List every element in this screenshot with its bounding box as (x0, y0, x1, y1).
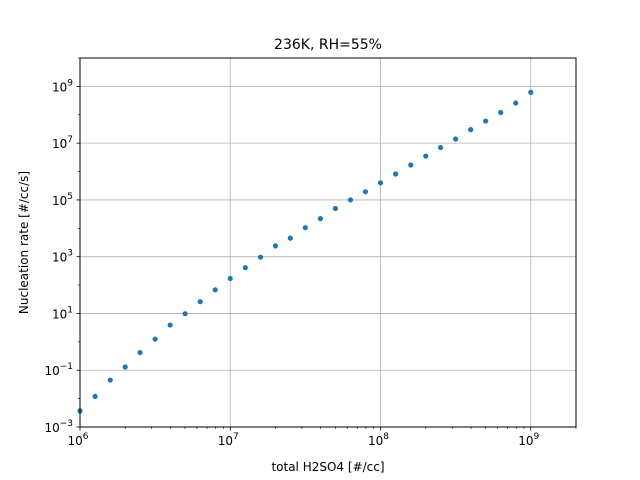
x-tick-label-exponent: 6 (83, 432, 89, 442)
y-tick-label: 107 (52, 135, 73, 151)
y-tick-label-exponent: 3 (67, 249, 73, 259)
y-tick-label-exponent: 1 (67, 305, 73, 315)
data-point (167, 322, 173, 328)
y-tick-label-exponent: −3 (60, 419, 73, 429)
data-point (272, 243, 279, 249)
data-point (528, 89, 534, 95)
data-point (182, 311, 188, 317)
y-tick-label-base: 10 (52, 251, 67, 265)
y-tick-label-base: 10 (44, 364, 59, 378)
data-point (377, 180, 384, 186)
data-point (468, 127, 474, 133)
y-tick-label-base: 10 (52, 80, 67, 94)
data-series (77, 89, 534, 414)
data-point (408, 162, 414, 168)
y-tick-label-exponent: 7 (67, 135, 73, 145)
y-tick-label: 103 (52, 249, 73, 265)
plot-area (80, 58, 576, 427)
data-point (483, 118, 489, 124)
data-point (287, 235, 293, 241)
data-point (392, 171, 399, 177)
data-point (257, 254, 264, 260)
data-point (332, 205, 339, 212)
y-tick-label-base: 10 (52, 194, 67, 208)
data-point (107, 377, 113, 383)
y-tick-label-exponent: 5 (67, 192, 73, 202)
x-tick-label: 107 (218, 432, 239, 448)
y-tick-label-base: 10 (44, 421, 59, 435)
data-point (212, 287, 218, 293)
y-tick-label: 10−3 (44, 419, 73, 435)
y-tick-label-exponent: 9 (67, 78, 73, 88)
x-tick-label-base: 10 (368, 434, 383, 448)
y-axis-label: Nucleation rate [#/cc/s] (17, 171, 31, 314)
y-tick-label: 109 (52, 78, 73, 94)
y-tick-label-base: 10 (52, 137, 67, 151)
x-tick-label-base: 10 (218, 434, 233, 448)
y-tick-label: 101 (52, 305, 73, 321)
y-tick-label-exponent: −1 (60, 362, 73, 372)
data-point (437, 144, 444, 151)
x-tick-label-exponent: 7 (233, 432, 239, 442)
data-point (498, 109, 504, 116)
x-tick-label: 108 (368, 432, 389, 448)
x-tick-label-exponent: 8 (383, 432, 389, 442)
data-point (227, 275, 233, 282)
data-point (137, 349, 143, 356)
plot-frame (79, 57, 577, 428)
x-tick-label: 106 (67, 432, 88, 448)
data-point (362, 189, 369, 195)
data-point (452, 136, 459, 142)
y-tick-label: 105 (52, 192, 73, 208)
data-point (423, 153, 429, 159)
data-point (92, 393, 98, 399)
x-axis-label: total H2SO4 [#/cc] (271, 460, 384, 474)
x-tick-label-exponent: 9 (534, 432, 540, 442)
data-point (317, 215, 323, 222)
y-tick-label: 10−1 (44, 362, 73, 378)
data-point (122, 364, 128, 370)
data-point (347, 197, 354, 203)
data-point (152, 336, 158, 342)
data-point (302, 225, 308, 231)
data-point (242, 265, 248, 271)
data-point (197, 299, 203, 305)
chart-title: 236K, RH=55% (274, 37, 382, 53)
y-tick-label-base: 10 (52, 307, 67, 321)
data-point (513, 100, 519, 106)
x-tick-label-base: 10 (518, 434, 533, 448)
x-tick-label-base: 10 (67, 434, 82, 448)
x-tick-label: 109 (518, 432, 539, 448)
